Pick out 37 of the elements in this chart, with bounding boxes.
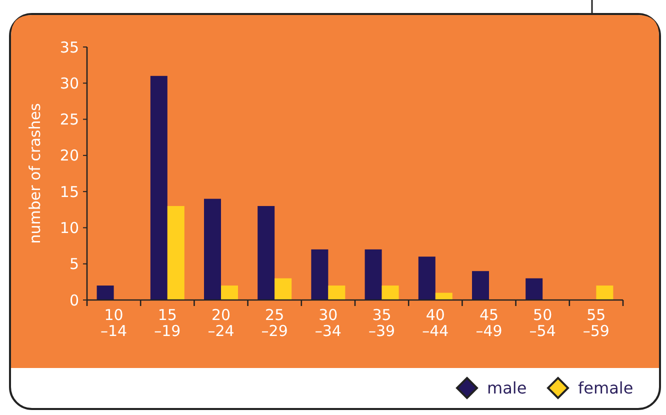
bar bbox=[96, 286, 114, 300]
x-tick-label: 30 –34 bbox=[314, 306, 342, 340]
legend-label: male bbox=[487, 378, 527, 398]
y-tick-label: 30 bbox=[60, 74, 79, 92]
bar bbox=[472, 271, 489, 300]
y-tick-label: 20 bbox=[60, 146, 79, 165]
y-tick-label: 5 bbox=[69, 255, 79, 274]
x-tick-label: 40 –44 bbox=[422, 306, 449, 340]
x-tick-label: 50 –54 bbox=[529, 306, 556, 340]
bar bbox=[258, 206, 275, 300]
bar bbox=[150, 76, 168, 300]
bar bbox=[167, 206, 184, 300]
x-tick-label: 25 –29 bbox=[261, 306, 288, 340]
bar bbox=[221, 286, 238, 300]
bar bbox=[526, 278, 543, 300]
bar bbox=[418, 256, 436, 300]
bar bbox=[204, 198, 221, 300]
y-tick-label: 10 bbox=[60, 218, 79, 237]
y-tick-label: 0 bbox=[69, 291, 79, 310]
bar bbox=[596, 286, 614, 300]
bar bbox=[435, 292, 452, 300]
x-tick-label: 55 –59 bbox=[582, 306, 610, 340]
legend-label: female bbox=[578, 378, 634, 398]
x-tick-label: 10 –14 bbox=[100, 306, 128, 340]
y-tick-label: 35 bbox=[60, 38, 79, 56]
bar bbox=[274, 278, 292, 300]
x-tick-label: 20 –24 bbox=[208, 306, 234, 340]
y-tick-label: 15 bbox=[60, 182, 79, 201]
y-tick-label: 25 bbox=[60, 110, 79, 129]
bar bbox=[364, 249, 382, 300]
x-tick-label: 15 –19 bbox=[154, 306, 181, 340]
y-axis-title: number of crashes bbox=[26, 103, 44, 244]
x-tick-label: 45 –49 bbox=[476, 306, 502, 340]
bar bbox=[328, 286, 346, 300]
bar bbox=[311, 249, 328, 300]
x-tick-label: 35 –39 bbox=[368, 306, 396, 340]
bar bbox=[382, 286, 399, 300]
